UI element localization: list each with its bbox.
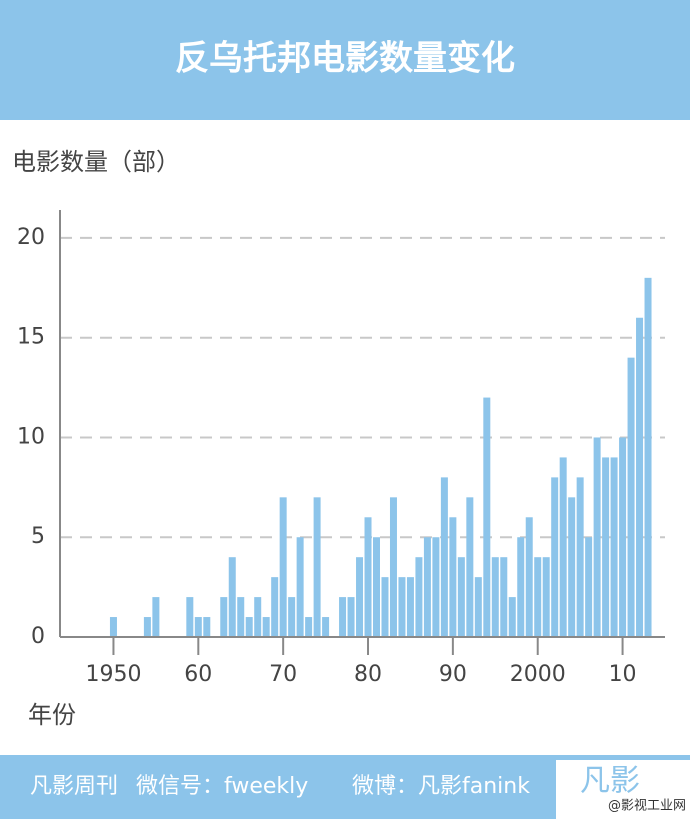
bar	[449, 517, 457, 637]
bar	[406, 577, 414, 637]
bar	[339, 597, 347, 637]
bar	[254, 597, 262, 637]
bar	[109, 617, 117, 637]
bar	[220, 597, 228, 637]
bar	[619, 437, 627, 637]
bar	[432, 537, 440, 637]
bar	[636, 317, 644, 637]
y-tick-label: 0	[31, 624, 45, 649]
footer-item: 微博：凡影fanink	[352, 774, 530, 799]
bar	[610, 457, 618, 637]
bar	[602, 457, 610, 637]
bar	[288, 597, 296, 637]
logo: 凡影	[580, 764, 640, 799]
y-axis-label: 电影数量（部）	[12, 148, 180, 176]
bar	[440, 477, 448, 637]
x-tick-label: 60	[184, 662, 212, 687]
x-tick-label: 70	[269, 662, 297, 687]
bar	[279, 497, 287, 637]
bar	[517, 537, 525, 637]
bar	[644, 277, 652, 637]
bar	[245, 617, 253, 637]
y-tick-label: 15	[17, 325, 45, 350]
bar	[262, 617, 270, 637]
bar	[313, 497, 321, 637]
bar	[576, 477, 584, 637]
bar	[559, 457, 567, 637]
bar	[296, 537, 304, 637]
footer-item: 微信号：fweekly	[136, 774, 308, 799]
chart-title: 反乌托邦电影数量变化	[175, 39, 515, 79]
bar	[389, 497, 397, 637]
bar	[305, 617, 313, 637]
bar	[534, 557, 542, 637]
bar	[364, 517, 372, 637]
bar	[491, 557, 499, 637]
bar	[474, 577, 482, 637]
bar	[347, 597, 355, 637]
header-band	[0, 0, 690, 120]
bar	[466, 497, 474, 637]
bar	[500, 557, 508, 637]
watermark: @影视工业网	[608, 799, 686, 814]
bar	[271, 577, 279, 637]
x-tick-label: 80	[354, 662, 382, 687]
bar	[203, 617, 211, 637]
x-tick-label: 1950	[85, 662, 141, 687]
bar	[457, 557, 465, 637]
bar	[152, 597, 160, 637]
bar	[593, 437, 601, 637]
bar	[237, 597, 245, 637]
x-tick-label: 2000	[510, 662, 566, 687]
bar	[194, 617, 202, 637]
bar	[542, 557, 550, 637]
bar	[585, 537, 593, 637]
footer-item: 凡影周刊	[30, 774, 118, 799]
bar	[186, 597, 194, 637]
bar	[143, 617, 151, 637]
x-tick-label: 90	[439, 662, 467, 687]
bar	[483, 397, 491, 637]
bar	[423, 537, 431, 637]
bar	[551, 477, 559, 637]
y-tick-label: 10	[17, 424, 45, 449]
bar	[627, 357, 635, 637]
bar	[381, 577, 389, 637]
x-axis-label: 年份	[28, 701, 76, 729]
bar	[508, 597, 516, 637]
y-tick-label: 20	[17, 225, 45, 250]
bar	[415, 557, 423, 637]
bar	[322, 617, 330, 637]
logo-box	[556, 760, 690, 819]
bar	[525, 517, 533, 637]
bar	[356, 557, 364, 637]
x-tick-label: 10	[609, 662, 637, 687]
bar	[568, 497, 576, 637]
y-tick-label: 5	[31, 524, 45, 549]
bar	[398, 577, 406, 637]
bar	[373, 537, 381, 637]
bar	[228, 557, 236, 637]
